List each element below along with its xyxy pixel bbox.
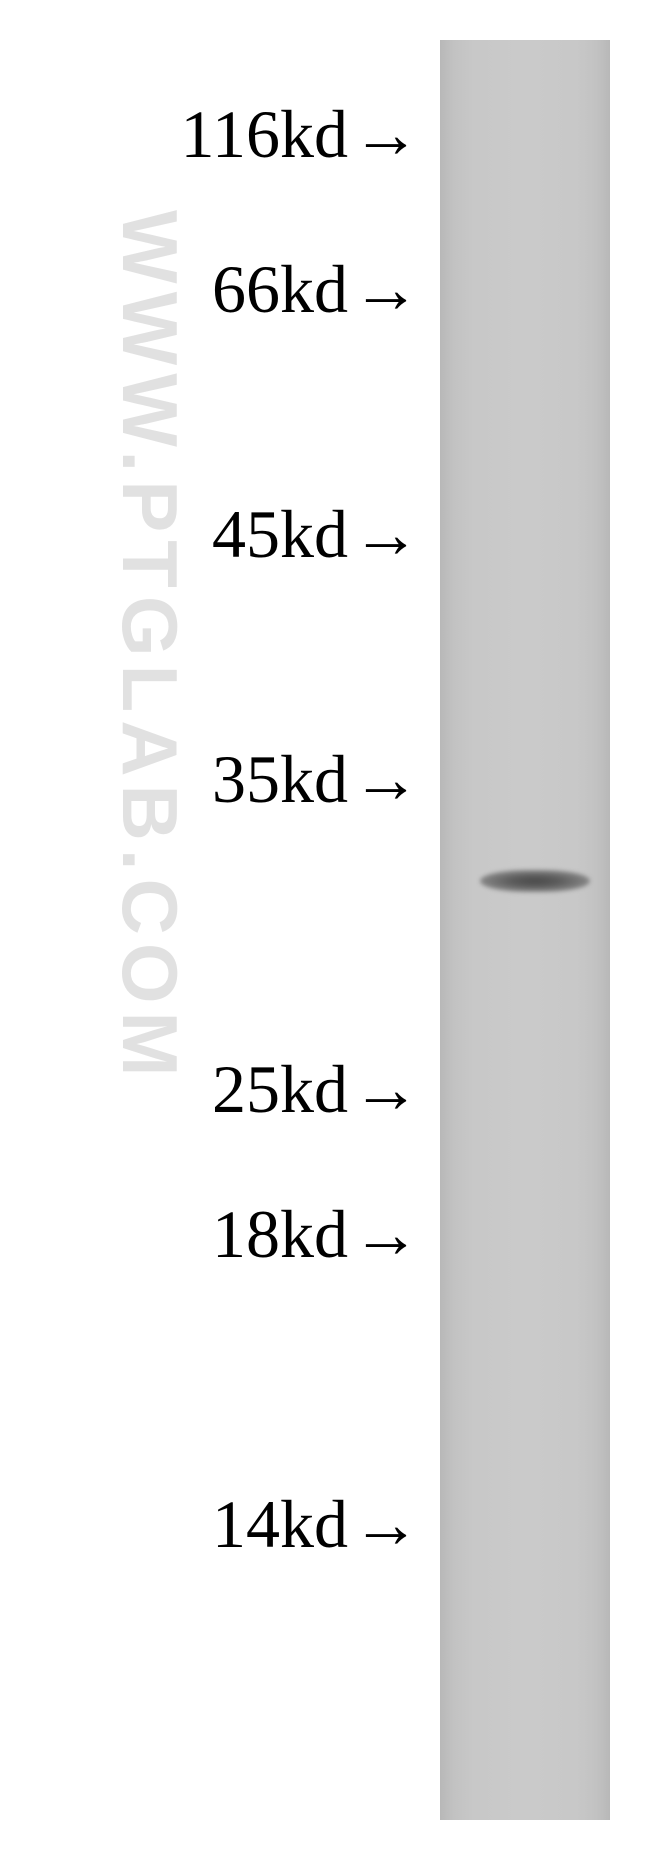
- marker-35kd: 35kd →: [0, 745, 420, 813]
- marker-25kd: 25kd →: [0, 1055, 420, 1123]
- arrow-icon: →: [352, 495, 420, 574]
- marker-116kd: 116kd →: [0, 100, 420, 168]
- arrow-icon: →: [352, 1195, 420, 1274]
- marker-18kd: 18kd →: [0, 1200, 420, 1268]
- marker-label-text: 45kd: [212, 495, 348, 574]
- marker-label-text: 25kd: [212, 1050, 348, 1129]
- marker-label-text: 35kd: [212, 740, 348, 819]
- marker-label-text: 18kd: [212, 1195, 348, 1274]
- marker-45kd: 45kd →: [0, 500, 420, 568]
- arrow-icon: →: [352, 740, 420, 819]
- marker-label-text: 66kd: [212, 250, 348, 329]
- marker-66kd: 66kd →: [0, 255, 420, 323]
- arrow-icon: →: [352, 250, 420, 329]
- marker-label-text: 116kd: [181, 95, 348, 174]
- western-blot-container: 116kd → 66kd → 45kd → 35kd → 25kd → 18kd…: [0, 0, 650, 1855]
- arrow-icon: →: [352, 1050, 420, 1129]
- arrow-icon: →: [352, 1485, 420, 1564]
- arrow-icon: →: [352, 95, 420, 174]
- blot-lane: [440, 40, 610, 1820]
- marker-label-text: 14kd: [212, 1485, 348, 1564]
- protein-band: [480, 870, 590, 892]
- watermark-text: WWW.PTGLAB.COM: [104, 210, 195, 1085]
- marker-14kd: 14kd →: [0, 1490, 420, 1558]
